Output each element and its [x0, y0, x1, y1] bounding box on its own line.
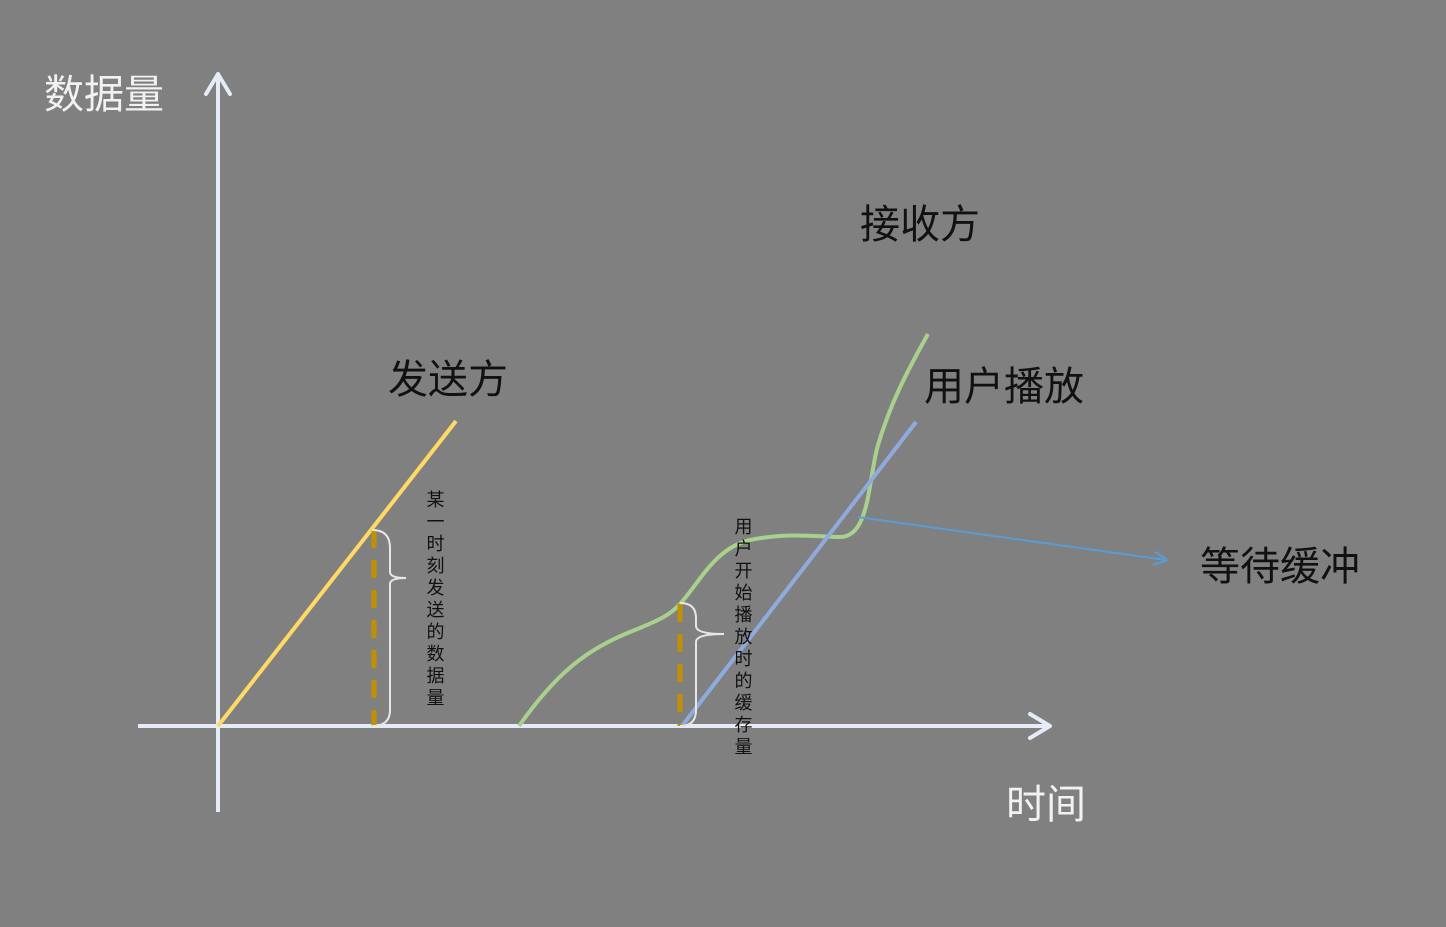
sender-brace [371, 529, 407, 727]
y-axis-label: 数据量 [44, 72, 164, 118]
sender-annotation: 某一时刻发送的数据量 [424, 490, 445, 710]
playback-label: 用户播放 [924, 364, 1084, 410]
wait-buffer-arrow [857, 516, 1166, 560]
sender-label: 发送方 [388, 357, 508, 403]
buffer-brace [679, 602, 725, 727]
receiver-curve [517, 333, 930, 728]
x-axis-arrowhead [1028, 712, 1052, 740]
receiver-label: 接收方 [860, 202, 980, 248]
wait-buffer-label: 等待缓冲 [1200, 544, 1360, 590]
sender-line [216, 419, 458, 728]
y-axis-arrowhead [204, 72, 232, 96]
x-axis-label: 时间 [1006, 782, 1086, 828]
buffer-annotation: 用户开始播放时的缓存量 [732, 517, 753, 759]
playback-line [680, 420, 918, 728]
